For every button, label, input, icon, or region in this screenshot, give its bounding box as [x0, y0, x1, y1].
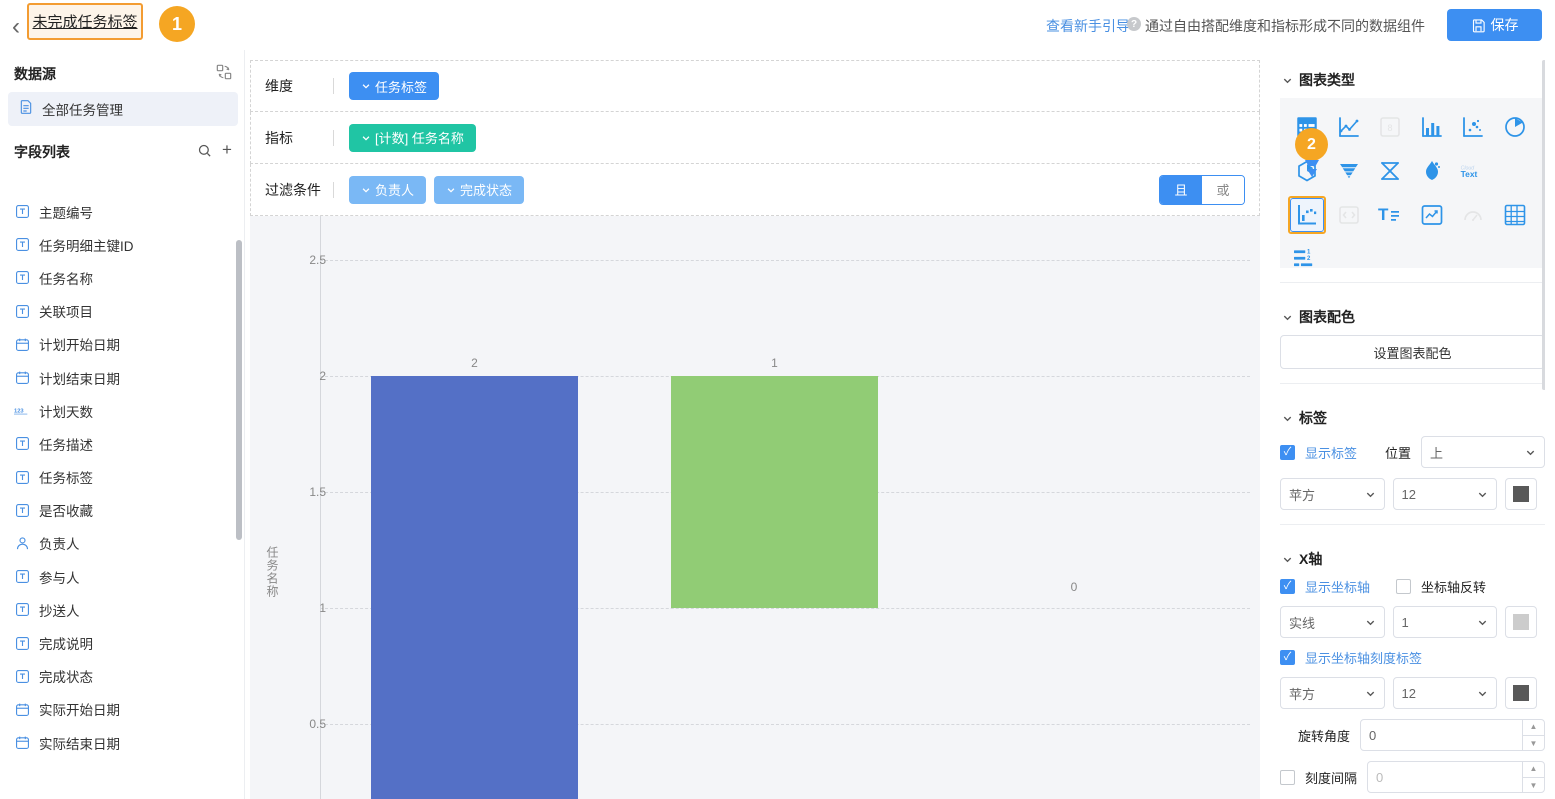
- svg-text:Text: Text: [1461, 169, 1478, 179]
- svg-text:T: T: [1378, 205, 1389, 224]
- svg-text:1: 1: [1307, 250, 1311, 256]
- svg-text:2: 2: [1307, 256, 1311, 262]
- svg-text:123: 123: [14, 408, 24, 414]
- svg-text:8: 8: [1387, 123, 1392, 133]
